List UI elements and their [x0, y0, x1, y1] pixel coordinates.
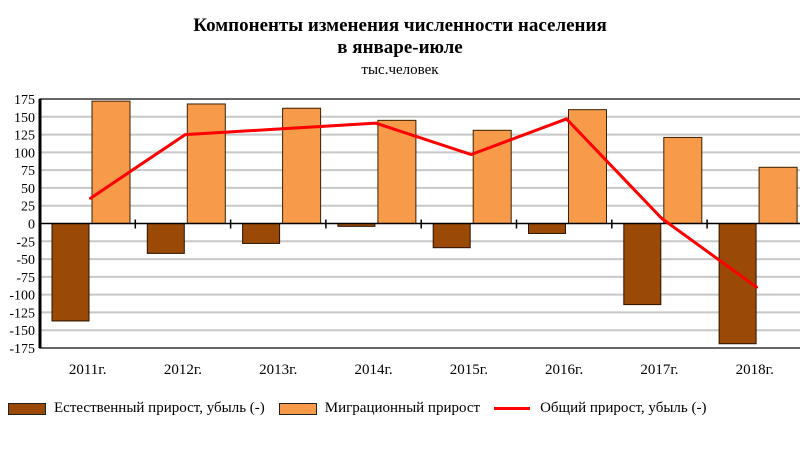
- bar-migration-2014г.: [377, 119, 417, 224]
- bar-natural-2017г.: [623, 223, 662, 306]
- legend-label: Миграционный прирост: [324, 400, 481, 416]
- bar-natural-2011г.: [51, 223, 90, 322]
- y-tick-label: 25: [21, 200, 35, 215]
- point-total-2016г.: [565, 117, 568, 120]
- y-tick-label: -100: [9, 289, 35, 304]
- y-tick-label: -75: [16, 271, 35, 286]
- chart-title-line2: в январе-июле: [337, 37, 463, 58]
- bar-natural-2016г.: [528, 223, 566, 234]
- y-tick-label: -125: [9, 306, 35, 321]
- bar-migration-2018г.: [758, 166, 798, 225]
- y-tick-label: 100: [14, 146, 35, 161]
- x-tick-label: 2011г.: [69, 362, 107, 378]
- point-total-2017г.: [660, 217, 663, 220]
- y-tick-label: 75: [21, 164, 35, 179]
- legend-item-total: Общий прирост, убыль (-): [494, 400, 706, 417]
- y-tick-label: -25: [16, 235, 35, 250]
- bar-natural-2012г.: [146, 223, 185, 254]
- point-total-2018г.: [756, 286, 759, 289]
- legend: Естественный прирост, убыль (-) Миграцио…: [8, 400, 720, 417]
- bar-migration-2011г.: [91, 100, 131, 224]
- point-total-2011г.: [89, 197, 91, 200]
- point-total-2015г.: [470, 153, 473, 156]
- point-total-2013г.: [279, 127, 282, 130]
- x-tick-label: 2013г.: [259, 362, 297, 378]
- y-tick-label: -175: [9, 342, 35, 357]
- x-tick-label: 2018г.: [736, 362, 774, 378]
- bar-natural-2013г.: [242, 223, 281, 244]
- legend-line: [494, 407, 531, 410]
- chart-title-line1: Компоненты изменения численности населен…: [193, 15, 607, 36]
- legend-label: Общий прирост, убыль (-): [540, 400, 707, 416]
- x-tick-label: 2012г.: [164, 362, 202, 378]
- chart-subtitle: тыс.человек: [361, 62, 439, 78]
- legend-swatch: [8, 402, 46, 415]
- x-tick-label: 2016г.: [545, 362, 583, 378]
- x-tick-label: 2017г.: [640, 362, 678, 378]
- bar-natural-2015г.: [432, 223, 471, 249]
- y-tick-label: 50: [21, 182, 35, 197]
- x-tick-label: 2014г.: [354, 362, 392, 378]
- y-tick-label: 175: [14, 93, 35, 108]
- legend-label: Естественный прирост, убыль (-): [54, 400, 265, 416]
- line-total: [89, 117, 758, 289]
- bar-migration-2017г.: [663, 136, 703, 224]
- point-total-2014г.: [374, 122, 377, 125]
- legend-item-natural: Естественный прирост, убыль (-): [8, 400, 265, 417]
- x-tick-label: 2015г.: [450, 362, 488, 378]
- legend-swatch: [278, 402, 317, 415]
- point-total-2012г.: [184, 133, 187, 136]
- bar-migration-2012г.: [186, 103, 226, 224]
- bar-migration-2015г.: [472, 129, 512, 224]
- y-tick-label: -150: [9, 324, 35, 339]
- y-tick-label: -50: [16, 253, 35, 268]
- y-tick-label: 125: [14, 129, 35, 144]
- y-tick-label: 150: [14, 111, 35, 126]
- y-tick-label: 0: [28, 218, 35, 233]
- legend-item-migration: Миграционный прирост: [278, 400, 481, 417]
